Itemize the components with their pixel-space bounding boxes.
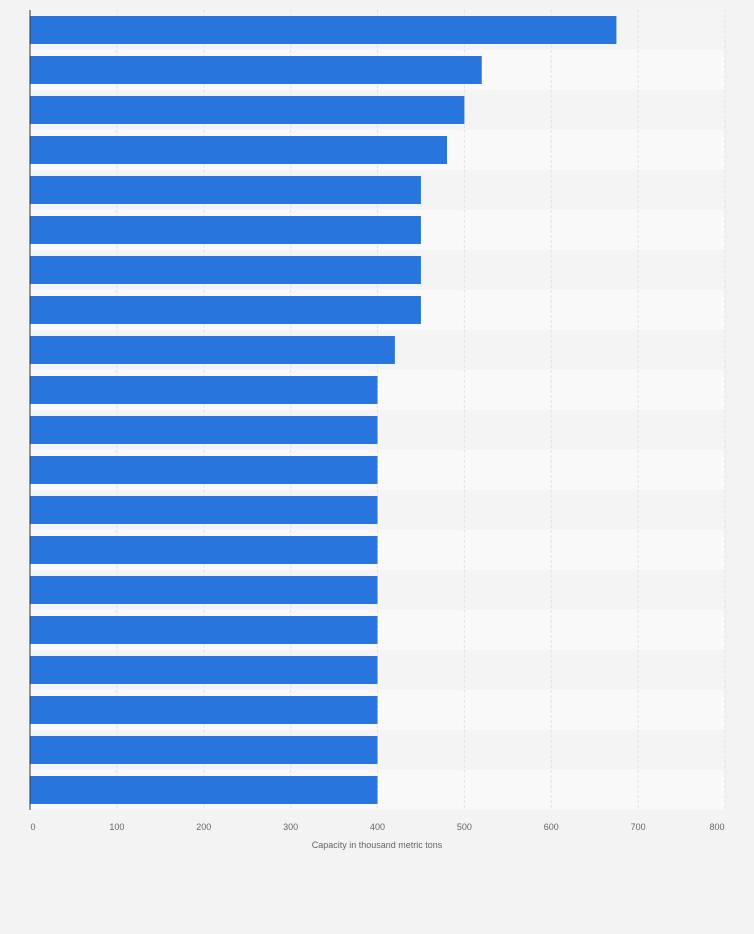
bar[interactable]	[30, 456, 378, 484]
bar[interactable]	[30, 216, 421, 244]
x-tick-label: 700	[631, 822, 646, 832]
bar[interactable]	[30, 536, 378, 564]
bar[interactable]	[30, 736, 378, 764]
bar[interactable]	[30, 336, 395, 364]
x-tick-label: 200	[196, 822, 211, 832]
x-tick-label: 800	[709, 822, 724, 832]
x-tick-label: 100	[109, 822, 124, 832]
bar[interactable]	[30, 696, 378, 724]
bar[interactable]	[30, 656, 378, 684]
x-tick-label: 600	[544, 822, 559, 832]
bar[interactable]	[30, 296, 421, 324]
x-tick-label: 500	[457, 822, 472, 832]
bar[interactable]	[30, 416, 378, 444]
bar[interactable]	[30, 256, 421, 284]
x-axis-ticks: 0 100 200 300 400 500 600 700 800	[30, 822, 724, 832]
bar[interactable]	[30, 16, 617, 44]
x-tick-label: 400	[370, 822, 385, 832]
bar[interactable]	[30, 56, 482, 84]
x-axis-label: Capacity in thousand metric tons	[312, 840, 443, 850]
bar[interactable]	[30, 576, 378, 604]
x-tick-label: 300	[283, 822, 298, 832]
bar[interactable]	[30, 136, 447, 164]
bar[interactable]	[30, 616, 378, 644]
x-tick-label: 0	[30, 822, 35, 832]
bar[interactable]	[30, 176, 421, 204]
bar[interactable]	[30, 776, 378, 804]
bar[interactable]	[30, 496, 378, 524]
bars	[30, 16, 617, 804]
bar[interactable]	[30, 96, 465, 124]
bar[interactable]	[30, 376, 378, 404]
